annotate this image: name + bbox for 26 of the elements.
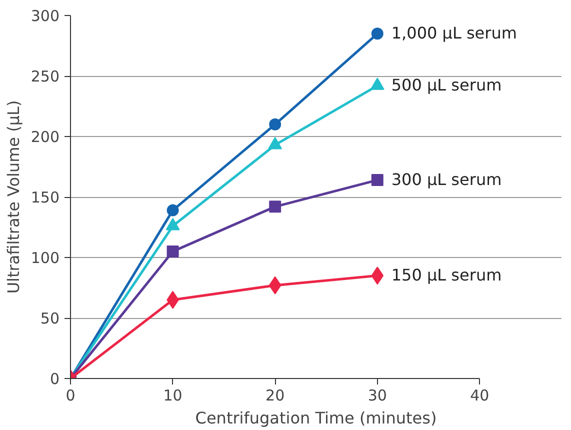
y-tick-label: 200 <box>30 128 60 146</box>
series-label: 150 µL serum <box>391 266 502 285</box>
point <box>371 174 384 186</box>
x-tick-label: 20 <box>266 386 285 404</box>
y-tick-label: 50 <box>40 310 60 328</box>
series-label: 1,000 µL serum <box>391 24 517 43</box>
series-label: 300 µL serum <box>391 170 502 190</box>
point <box>371 266 384 285</box>
y-tick-label: 0 <box>50 370 60 388</box>
x-tick-label: 10 <box>163 386 182 404</box>
point <box>268 276 282 294</box>
y-axis-title: Ultrafiltrate Volume (µL) <box>4 100 23 294</box>
y-tick-label: 300 <box>30 7 60 25</box>
point <box>269 118 282 130</box>
x-axis-title: Centrifugation Time (minutes) <box>195 408 437 428</box>
y-tick-label: 150 <box>30 188 60 206</box>
y-tick-label: 250 <box>30 68 60 86</box>
series-label: 500 µL serum <box>391 76 502 95</box>
point <box>269 200 282 213</box>
x-tick-label: 30 <box>368 386 387 404</box>
point <box>166 204 179 216</box>
x-tick-label: 40 <box>470 386 490 404</box>
x-tick-label: 0 <box>66 386 76 404</box>
point <box>371 28 384 40</box>
point <box>166 245 179 258</box>
y-tick-label: 100 <box>30 249 60 267</box>
